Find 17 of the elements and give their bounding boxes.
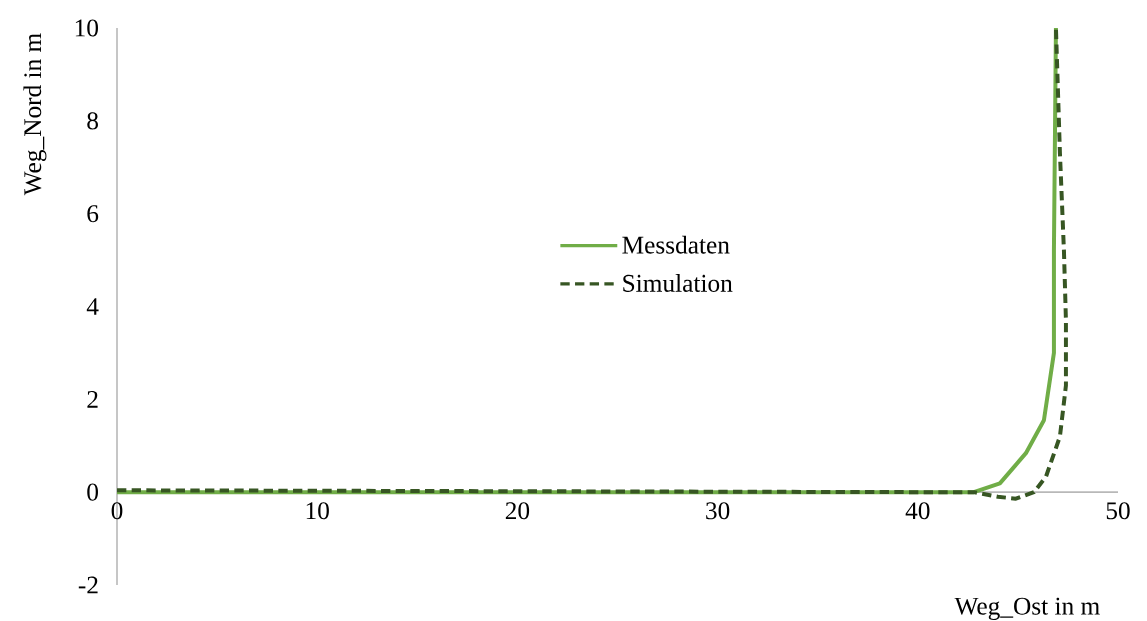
x-axis-title: Weg_Ost in m: [954, 597, 1100, 620]
legend-label: Simulation: [623, 274, 733, 292]
y-tick-label: 0: [87, 483, 98, 501]
x-tick-label: 20: [505, 502, 530, 520]
y-tick-label: 2: [87, 390, 98, 408]
y-tick-label: -2: [78, 576, 98, 594]
y-tick-label: 6: [87, 205, 99, 223]
y-tick-label: 10: [75, 19, 98, 37]
y-tick-label: 8: [87, 112, 98, 130]
x-tick-label: 0: [111, 502, 123, 520]
x-tick-label: 40: [905, 502, 930, 520]
x-tick-label: 50: [1106, 502, 1130, 520]
y-axis-title: Weg_Nord in m: [23, 33, 47, 196]
x-tick-label: 30: [706, 502, 730, 520]
y-tick-label: 4: [86, 298, 99, 315]
x-tick-label: 10: [306, 502, 329, 520]
legend-label: Messdaten: [622, 235, 730, 254]
